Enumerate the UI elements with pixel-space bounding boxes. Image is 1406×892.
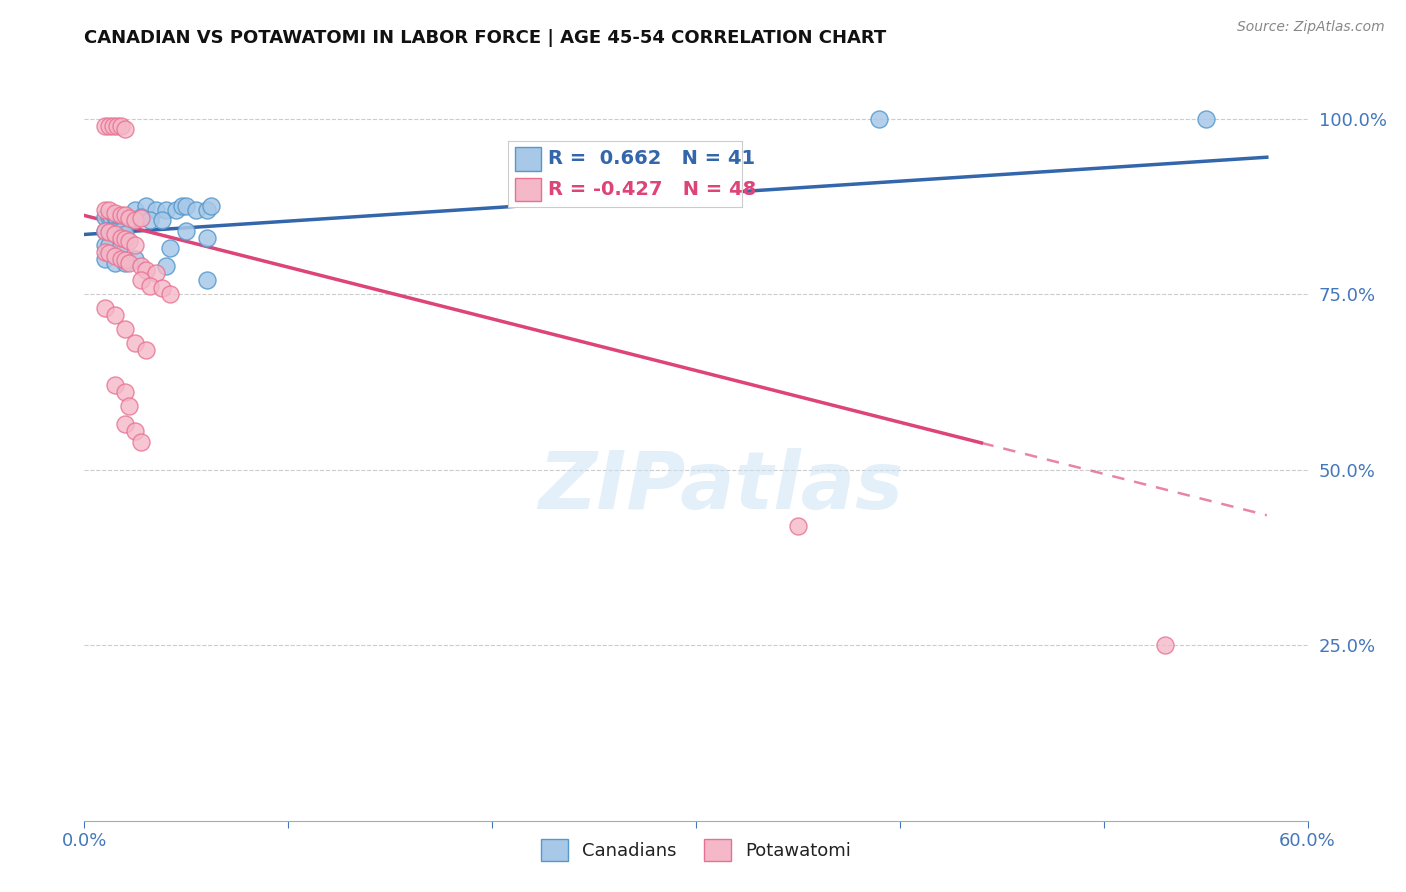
Text: CANADIAN VS POTAWATOMI IN LABOR FORCE | AGE 45-54 CORRELATION CHART: CANADIAN VS POTAWATOMI IN LABOR FORCE | … [84, 29, 887, 47]
Point [104, 378, 127, 392]
Point [114, 213, 136, 227]
Point [135, 199, 157, 213]
Point [93, 210, 115, 224]
Point [124, 202, 146, 217]
Point [118, 211, 141, 226]
Point [172, 199, 194, 213]
Point [118, 400, 141, 414]
Point [104, 227, 127, 242]
Point [93, 119, 115, 133]
Point [145, 266, 167, 280]
Point [93, 244, 115, 259]
Point [869, 112, 891, 126]
Point [131, 211, 153, 226]
Point [195, 231, 218, 245]
Point [114, 417, 136, 431]
Point [114, 253, 136, 268]
Point [150, 213, 173, 227]
Point [114, 255, 136, 269]
Point [110, 213, 132, 227]
Point [104, 248, 127, 262]
Point [93, 238, 115, 252]
Point [159, 287, 181, 301]
Point [124, 238, 146, 252]
Point [114, 122, 136, 136]
Point [114, 385, 136, 400]
Y-axis label: In Labor Force | Age 45-54: In Labor Force | Age 45-54 [0, 332, 8, 551]
Point [131, 273, 153, 287]
Point [104, 308, 127, 322]
Point [200, 199, 222, 213]
Point [93, 252, 115, 266]
Point [1154, 638, 1177, 652]
Point [104, 255, 127, 269]
Point [93, 224, 115, 238]
Point [97, 119, 120, 133]
Point [105, 224, 128, 238]
Point [110, 231, 132, 245]
Text: ZIPatlas: ZIPatlas [538, 448, 903, 526]
Point [97, 202, 120, 217]
Text: R = -0.427   N = 48: R = -0.427 N = 48 [548, 180, 756, 199]
Point [118, 213, 141, 227]
Point [97, 238, 120, 252]
Point [114, 322, 136, 336]
Point [110, 252, 132, 266]
Point [104, 206, 127, 220]
Text: R =  0.662   N = 41: R = 0.662 N = 41 [548, 150, 755, 169]
Point [131, 434, 153, 449]
Point [131, 210, 153, 224]
Point [104, 210, 127, 224]
Point [93, 301, 115, 315]
Text: Source: ZipAtlas.com: Source: ZipAtlas.com [1237, 20, 1385, 34]
Point [150, 281, 173, 295]
Point [93, 202, 115, 217]
Point [186, 202, 208, 217]
Point [138, 278, 160, 293]
Point [93, 224, 115, 238]
Point [124, 213, 146, 227]
Point [124, 424, 146, 438]
Point [195, 202, 218, 217]
Point [174, 224, 197, 238]
Point [787, 518, 810, 533]
Point [131, 259, 153, 273]
Point [124, 336, 146, 351]
Point [155, 202, 177, 217]
Point [105, 119, 128, 133]
Point [110, 209, 132, 223]
Bar [515, 178, 541, 202]
Point [165, 202, 187, 217]
Point [114, 232, 136, 246]
Point [155, 259, 177, 273]
Point [110, 224, 132, 238]
Point [159, 242, 181, 256]
Point [97, 210, 120, 224]
Point [97, 225, 120, 239]
Point [118, 235, 141, 249]
Point [97, 224, 120, 238]
Point [101, 224, 124, 238]
Point [118, 255, 141, 269]
Point [174, 199, 197, 213]
Point [110, 119, 132, 133]
Point [97, 246, 120, 260]
Point [105, 213, 128, 227]
Bar [515, 147, 541, 170]
Point [110, 238, 132, 252]
Point [124, 252, 146, 266]
Point [145, 202, 167, 217]
Legend: Canadians, Potawatomi: Canadians, Potawatomi [533, 832, 859, 869]
Point [101, 119, 124, 133]
Point [135, 343, 157, 358]
Point [195, 273, 218, 287]
Point [114, 209, 136, 223]
Point [1195, 112, 1218, 126]
Point [135, 262, 157, 277]
Point [100, 210, 122, 224]
Point [138, 213, 160, 227]
Point [114, 227, 136, 242]
